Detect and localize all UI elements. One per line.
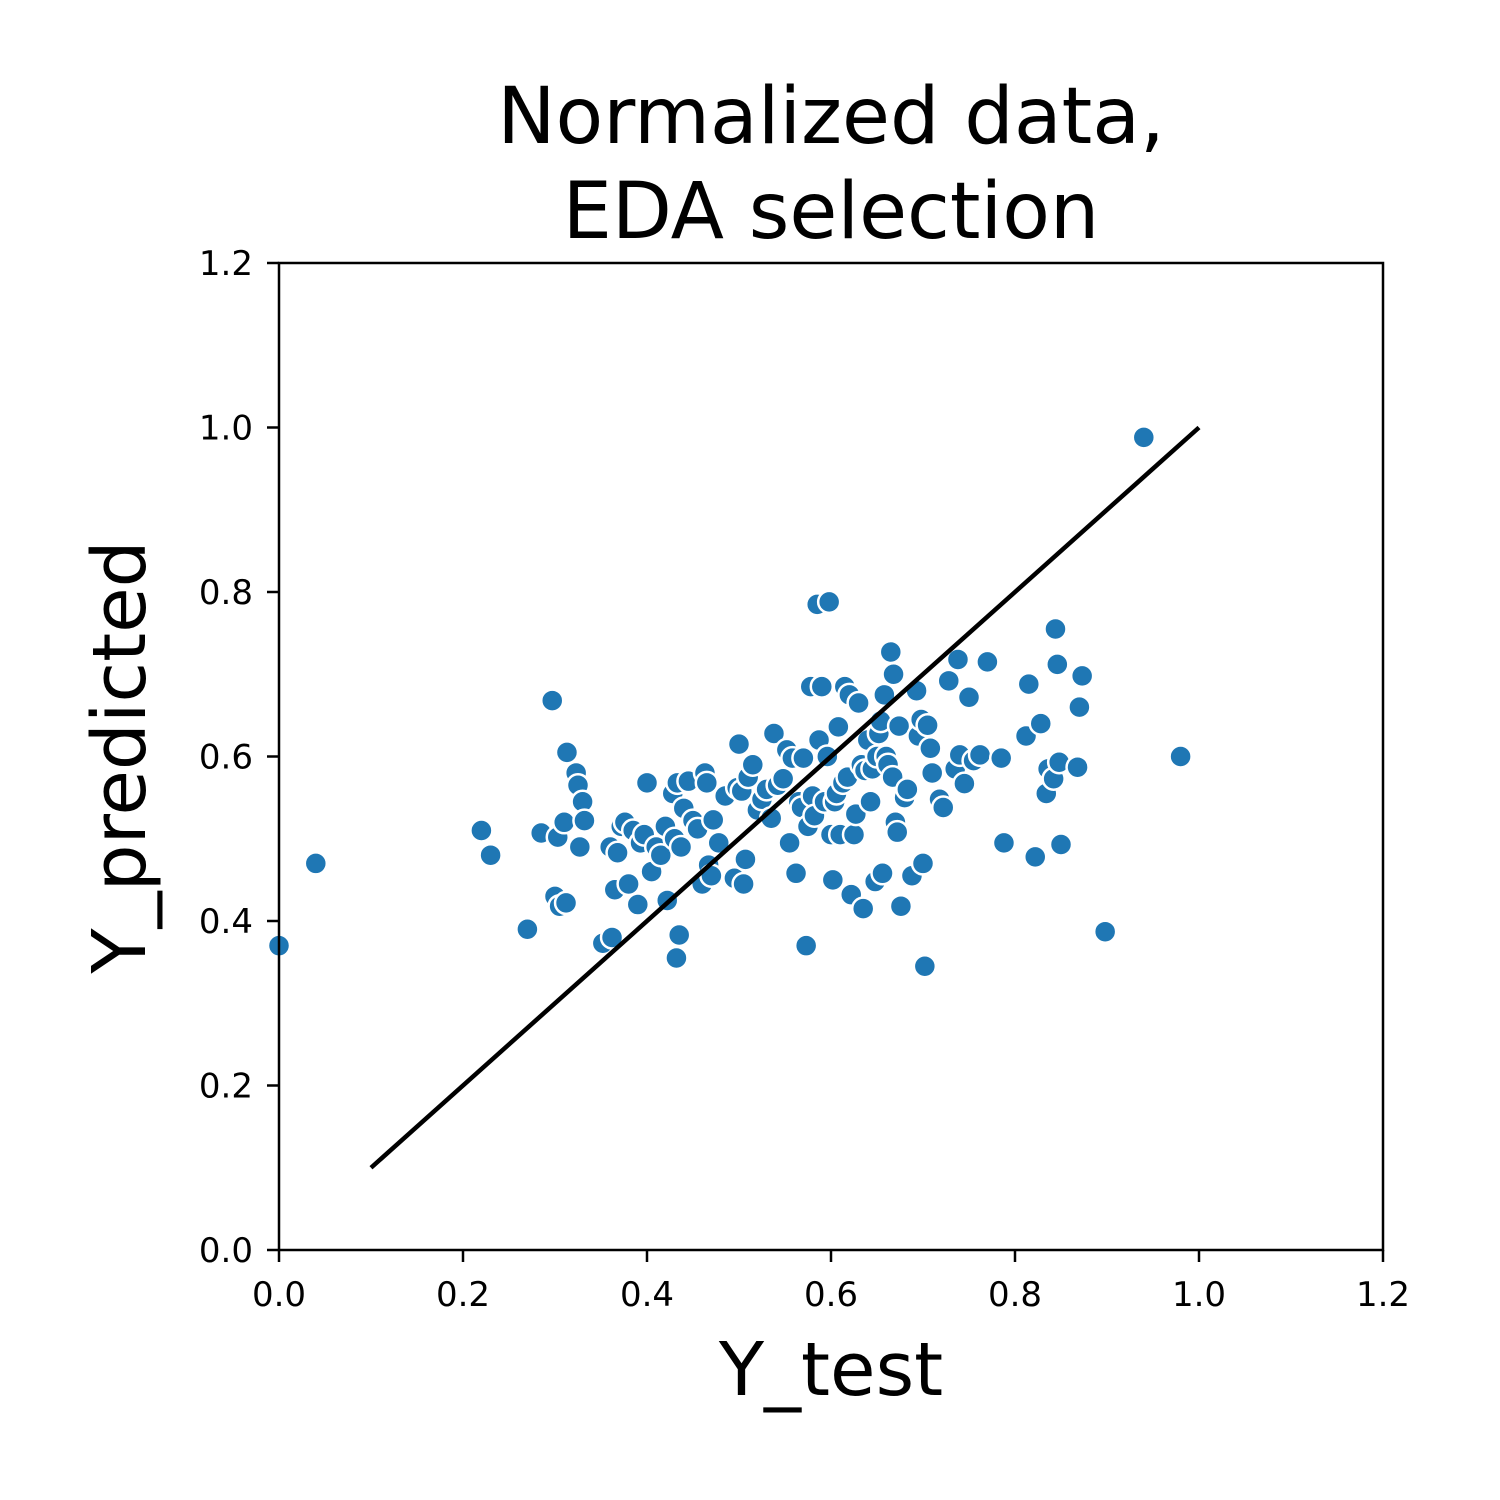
- scatter-point: [793, 933, 819, 958]
- chart-title-line-1: Normalized data,: [497, 72, 1165, 162]
- x-tick-label: 0.2: [436, 1275, 490, 1315]
- scatter-point: [1067, 694, 1092, 720]
- scatter-point: [668, 834, 694, 860]
- scatter-point: [884, 819, 910, 845]
- scatter-point: [858, 789, 883, 814]
- scatter-point: [733, 847, 758, 872]
- scatter-point: [515, 916, 540, 942]
- scatter-point: [952, 771, 977, 796]
- scatter-point: [967, 742, 993, 768]
- scatter-point: [912, 953, 938, 979]
- x-tick-label: 0.8: [988, 1275, 1042, 1315]
- y-tick-label: 0.4: [199, 902, 253, 942]
- x-axis-label: Y_test: [718, 1327, 943, 1413]
- scatter-point: [666, 922, 692, 948]
- scatter-point: [700, 807, 726, 833]
- scatter-points: [266, 425, 1193, 979]
- scatter-point: [553, 890, 579, 916]
- scatter-point: [878, 639, 904, 665]
- scatter-point: [919, 760, 945, 786]
- y-tick-label: 1.0: [199, 409, 253, 449]
- scatter-point: [572, 808, 597, 833]
- y-axis-label: Y_predicted: [77, 540, 163, 974]
- scatter-point: [1028, 711, 1054, 736]
- y-tick-label: 1.2: [199, 244, 253, 284]
- scatter-point: [1092, 919, 1118, 944]
- scatter-point: [850, 896, 876, 921]
- scatter-point: [1016, 671, 1042, 697]
- scatter-point: [469, 818, 494, 843]
- scatter-point: [826, 714, 851, 740]
- scatter-point: [1065, 754, 1090, 780]
- scatter-point: [726, 731, 752, 757]
- x-tick-label: 0.0: [252, 1275, 306, 1315]
- scatter-point: [539, 688, 565, 713]
- scatter-point: [988, 745, 1014, 771]
- scatter-point: [895, 777, 920, 802]
- plot-frame: [277, 261, 1385, 1252]
- scatter-point: [1069, 663, 1095, 689]
- scatter-point: [599, 925, 625, 950]
- scatter-point: [616, 871, 641, 897]
- scatter-point: [841, 822, 867, 847]
- scatter-point: [694, 770, 720, 796]
- scatter-point: [870, 861, 895, 886]
- scatter-point: [975, 649, 1000, 675]
- scatter-point: [478, 842, 503, 868]
- scatter-point: [888, 893, 914, 919]
- y-tick-label: 0.2: [199, 1067, 253, 1107]
- scatter-point: [915, 712, 940, 738]
- scatter-point: [791, 745, 816, 771]
- scatter-point: [910, 851, 936, 876]
- scatter-point: [816, 589, 842, 615]
- scatter-point: [886, 713, 912, 739]
- scatter-point: [554, 740, 580, 765]
- scatter-point: [770, 766, 796, 791]
- scatter-point: [731, 871, 756, 897]
- scatter-point: [740, 752, 766, 777]
- y-axis-ticks: 0.0 0.2 0.4 0.6 0.8 1.0 1.2: [199, 244, 279, 1271]
- scatter-point: [881, 662, 906, 687]
- x-axis-ticks: 0.0 0.2 0.4 0.6 0.8 1.0 1.2: [252, 1250, 1410, 1315]
- scatter-point: [846, 690, 871, 716]
- chart-title-line-2: EDA selection: [563, 167, 1100, 257]
- scatter-point: [918, 736, 943, 761]
- x-tick-label: 0.4: [620, 1275, 674, 1315]
- y-tick-label: 0.0: [199, 1231, 253, 1271]
- scatter-point: [956, 685, 982, 710]
- scatter-point: [648, 842, 674, 868]
- x-tick-label: 1.0: [1172, 1275, 1226, 1315]
- scatter-point: [809, 674, 835, 699]
- scatter-point: [1022, 844, 1048, 870]
- scatter-point: [567, 834, 593, 860]
- scatter-point: [783, 861, 809, 886]
- scatter-point: [625, 892, 651, 917]
- y-tick-label: 0.8: [199, 573, 253, 613]
- scatter-point: [945, 647, 971, 672]
- scatter-point: [1131, 425, 1157, 450]
- scatter-point: [1168, 744, 1193, 769]
- scatter-point: [303, 851, 329, 876]
- scatter-point: [664, 945, 689, 971]
- reference-line: [369, 425, 1201, 1170]
- scatter-point: [551, 810, 577, 835]
- scatter-point: [930, 795, 956, 820]
- x-tick-label: 1.2: [1356, 1275, 1410, 1315]
- scatter-point: [1045, 652, 1070, 677]
- scatter-point: [936, 668, 962, 694]
- x-tick-label: 0.6: [804, 1275, 858, 1315]
- scatter-point: [1048, 832, 1074, 857]
- scatter-point: [634, 770, 660, 796]
- scatter-point: [777, 830, 802, 856]
- scatter-point: [605, 840, 630, 865]
- scatter-point: [820, 867, 846, 893]
- scatter-point: [1043, 616, 1068, 642]
- scatter-point: [991, 830, 1017, 856]
- scatter-point: [761, 721, 787, 746]
- y-tick-label: 0.6: [199, 738, 253, 778]
